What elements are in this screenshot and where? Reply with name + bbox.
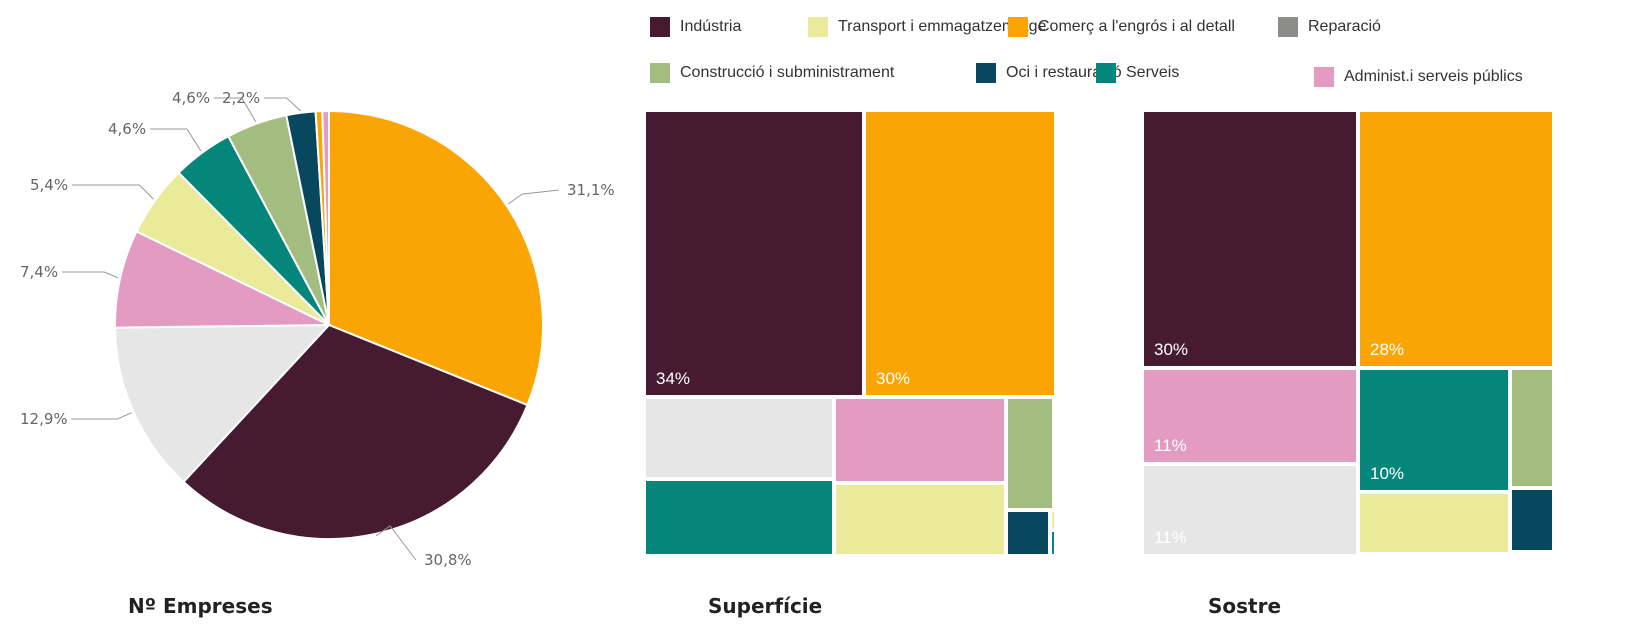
legend-label: Indústria (680, 18, 742, 35)
legend-item-serveis: Serveis (1096, 60, 1179, 86)
treemap-sostre: 30% 28% 11% 10% 11% (1142, 110, 1554, 556)
treemap2-caption: Sostre (1208, 594, 1282, 618)
pie-leader-line (375, 525, 417, 561)
treemap-tile-transport (1358, 492, 1510, 554)
pie-label: 12,9% (20, 410, 68, 428)
treemap-tile-construccio (1510, 368, 1554, 488)
treemap-tile-serveis: 10% (1358, 368, 1510, 492)
legend-item-oci: Oci i restauració (976, 60, 1122, 86)
pie-leader-line (264, 97, 301, 112)
pie-label: 30,8% (424, 551, 472, 569)
treemap-tile-label: 11% (1154, 436, 1187, 455)
legend-item-industria: Indústria (650, 14, 741, 40)
legend-label: Serveis (1126, 64, 1180, 81)
treemap-tile-oci (1006, 510, 1050, 556)
treemap-tile-industria: 34% (644, 110, 864, 397)
legend-swatch (1314, 67, 1334, 87)
treemap-tile-label: 11% (1154, 528, 1187, 547)
treemap-tile-label: 30% (876, 369, 911, 388)
legend-label: Oci i restauració (1006, 64, 1122, 81)
treemap-tile-other: 11% (1142, 464, 1358, 556)
treemap-tile-comerc: 30% (864, 110, 1056, 397)
legend-swatch (808, 17, 828, 37)
treemap-tile-construccio (1006, 397, 1054, 510)
treemap-tile-administ: 11% (1142, 368, 1358, 464)
pie-label: 7,4% (20, 263, 58, 281)
legend-item-comerc: Comerç a l'engrós i al detall (1008, 14, 1235, 40)
pie-caption: Nº Empreses (128, 594, 273, 618)
legend-label: Reparació (1308, 18, 1381, 35)
legend-swatch (976, 63, 996, 83)
treemap-tile-transport (1532, 552, 1554, 556)
legend-item-transport: Transport i emmagatzematge (808, 14, 1046, 40)
pie-leader-line (214, 97, 257, 123)
legend-item-administ: Administ.i serveis públics (1314, 64, 1523, 90)
legend-label: Administ.i serveis públics (1344, 68, 1523, 85)
pie-slice-comerc (328, 109, 544, 407)
treemap-tile-label: 30% (1154, 340, 1189, 359)
treemap-tile-label: 10% (1370, 464, 1405, 483)
legend-item-construccio: Construcció i subministrament (650, 60, 894, 86)
legend-label: Construcció i subministrament (680, 64, 895, 81)
pie-slice-administ (321, 109, 330, 326)
legend-swatch (650, 63, 670, 83)
treemap-tile-serveis (644, 479, 834, 556)
pie-leader-line (507, 189, 560, 205)
pie-label: 4,6% (172, 89, 210, 107)
pie-slice-administ (114, 230, 330, 329)
treemap-tile-label: 34% (656, 369, 691, 388)
pie-slice-industria (182, 323, 529, 540)
legend: Indústria Transport i emmagatzematge Comer… (650, 10, 1628, 100)
pie-label: 31,1% (567, 181, 615, 199)
treemap-tile-oci (1510, 488, 1554, 552)
pie-leader-line (150, 128, 202, 152)
legend-item-reparacio: Reparació (1278, 14, 1381, 40)
legend-swatch (650, 17, 670, 37)
pie-label: 4,6% (108, 120, 146, 138)
treemap1-caption: Superfície (708, 594, 823, 618)
pie-chart: 31,1% 30,8% 12,9% 7,4% 5,4% 4,6% 4,6% 2,2% (20, 89, 615, 569)
pie-leader-line (71, 412, 132, 420)
legend-swatch (1278, 17, 1298, 37)
treemap-tile-transport (834, 483, 1006, 556)
legend-swatch (1096, 63, 1116, 83)
treemap-tile-other (644, 397, 834, 479)
treemap-tile-administ (834, 397, 1006, 483)
treemap-tile-serveis (1050, 530, 1056, 556)
treemap-superficie: 34% 30% (644, 110, 1056, 556)
treemap-tile-transport (1050, 510, 1056, 530)
pie-leader-line (72, 184, 154, 200)
legend-label: Comerç a l'engrós i al detall (1038, 18, 1235, 35)
treemap-tile-reparacio (1510, 552, 1532, 556)
pie-label: 2,2% (222, 89, 260, 107)
treemap-tile-industria: 30% (1142, 110, 1358, 368)
treemap-tile-comerc: 28% (1358, 110, 1554, 368)
treemap-tile-label: 28% (1370, 340, 1405, 359)
pie-slice-other (114, 323, 332, 484)
legend-label: Transport i emmagatzematge (838, 18, 1047, 35)
pie-label: 5,4% (30, 176, 68, 194)
pie-leader-line (62, 271, 119, 279)
legend-swatch (1008, 17, 1028, 37)
